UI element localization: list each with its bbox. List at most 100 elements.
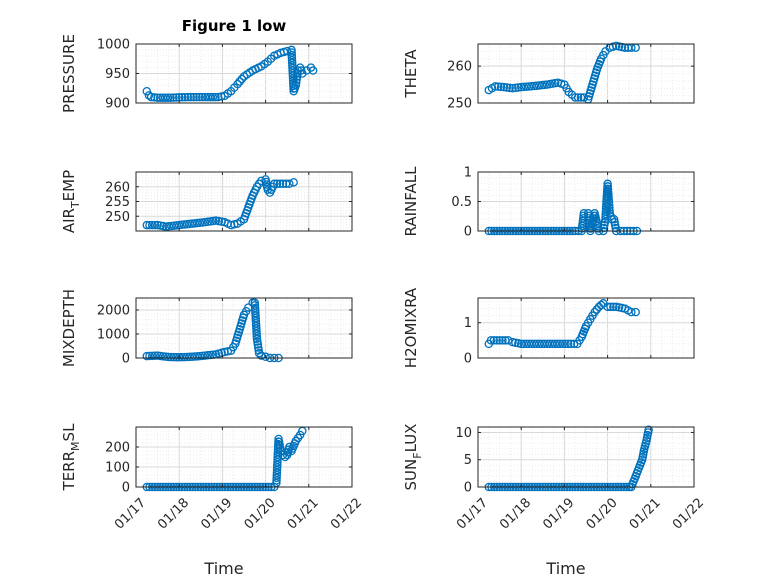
x-tick-label: 01/21 bbox=[627, 495, 664, 532]
data-point bbox=[606, 302, 615, 312]
data-point bbox=[505, 83, 514, 93]
data-point bbox=[198, 351, 207, 361]
data-point bbox=[145, 220, 154, 230]
data-point bbox=[169, 352, 179, 362]
data-point bbox=[195, 92, 204, 102]
data-point bbox=[493, 82, 503, 91]
axes-box bbox=[477, 43, 695, 104]
data-point bbox=[492, 336, 501, 345]
data-point bbox=[150, 93, 159, 102]
y-tick-label: 0 bbox=[464, 225, 472, 240]
data-point bbox=[211, 92, 220, 102]
y-tick-label: 10 bbox=[455, 426, 472, 441]
data-point bbox=[278, 179, 288, 189]
data-point bbox=[183, 92, 193, 102]
data-point bbox=[611, 223, 620, 233]
data-point bbox=[237, 74, 247, 84]
data-point bbox=[185, 219, 194, 229]
data-point bbox=[553, 339, 562, 349]
data-point bbox=[610, 220, 620, 230]
data-point bbox=[252, 329, 261, 338]
data-point bbox=[272, 179, 282, 189]
data-point bbox=[502, 83, 512, 92]
data-point bbox=[254, 346, 263, 355]
x-tick-label: 01/17 bbox=[454, 495, 491, 532]
data-point bbox=[603, 182, 613, 191]
data-point bbox=[142, 351, 152, 361]
x-axis-label: Time bbox=[545, 559, 585, 578]
data-point bbox=[628, 480, 637, 489]
data-point bbox=[556, 79, 566, 88]
x-tick-label: 01/19 bbox=[198, 495, 235, 532]
data-point bbox=[496, 82, 506, 92]
data-point bbox=[275, 443, 285, 453]
data-point bbox=[292, 78, 301, 87]
data-point bbox=[186, 92, 195, 102]
y-tick-label: 260 bbox=[447, 60, 472, 75]
y-tick-label: 0 bbox=[122, 352, 130, 367]
data-point bbox=[161, 352, 170, 361]
data-point bbox=[189, 92, 198, 102]
data-point bbox=[254, 343, 263, 352]
data-point bbox=[501, 336, 510, 345]
data-point bbox=[217, 348, 226, 358]
data-point bbox=[562, 84, 571, 93]
y-axis-label: RAINFALL bbox=[402, 166, 420, 237]
data-point bbox=[274, 437, 284, 447]
x-axis-label: Time bbox=[203, 559, 243, 578]
x-tick-label: 01/17 bbox=[112, 495, 149, 532]
x-tick-label: 01/21 bbox=[285, 495, 322, 532]
data-point bbox=[230, 83, 239, 92]
data-point bbox=[145, 351, 154, 361]
data-point bbox=[192, 92, 201, 102]
data-point bbox=[252, 326, 261, 336]
data-point bbox=[223, 89, 233, 98]
data-point bbox=[180, 92, 190, 102]
y-tick-label: 200 bbox=[105, 441, 130, 456]
x-tick-label: 01/18 bbox=[497, 495, 534, 532]
data-point bbox=[235, 77, 244, 86]
data-point bbox=[254, 63, 263, 73]
data-point bbox=[587, 83, 596, 92]
y-tick-label: 2000 bbox=[97, 304, 130, 319]
subplot-sunflux: 0 5 10 01/17 01/18 01/19 01/20 01/21 01/22 SUNFLU… bbox=[402, 424, 707, 578]
data-point bbox=[166, 352, 176, 362]
y-axis-label: TERRMSL bbox=[60, 423, 82, 492]
data-point bbox=[172, 221, 181, 230]
data-point bbox=[241, 306, 251, 316]
data-point bbox=[292, 75, 301, 84]
data-point bbox=[487, 84, 497, 93]
data-point bbox=[503, 336, 513, 345]
y-axis-label: THETA bbox=[402, 49, 420, 99]
data-point bbox=[508, 84, 517, 93]
y-tick-label: 250 bbox=[105, 210, 130, 225]
data-point bbox=[599, 50, 608, 60]
data-point bbox=[257, 351, 266, 360]
y-tick-label: 1 bbox=[464, 166, 472, 181]
data-point bbox=[566, 339, 576, 349]
data-point bbox=[550, 339, 560, 349]
data-point bbox=[511, 83, 520, 93]
y-tick-label: 900 bbox=[105, 97, 130, 112]
axes-box bbox=[477, 297, 695, 359]
data-point bbox=[605, 203, 614, 213]
axes-box bbox=[135, 297, 353, 359]
y-tick-label: 255 bbox=[105, 195, 130, 210]
data-point bbox=[632, 469, 642, 478]
data-point bbox=[522, 339, 531, 349]
data-point bbox=[495, 336, 504, 345]
data-point bbox=[275, 179, 285, 189]
data-point bbox=[147, 351, 157, 361]
y-tick-label: 100 bbox=[105, 461, 130, 476]
data-point bbox=[142, 220, 152, 230]
data-point bbox=[606, 211, 616, 221]
data-point bbox=[540, 80, 549, 90]
data-point bbox=[285, 179, 294, 189]
subplot-mixdepth: 0 1000 2000 MIXDEPTH bbox=[60, 289, 353, 367]
data-point bbox=[486, 336, 496, 345]
data-point bbox=[197, 92, 207, 102]
data-point bbox=[605, 206, 614, 215]
data-point bbox=[643, 428, 653, 437]
data-point bbox=[146, 92, 156, 102]
y-tick-label: 0 bbox=[464, 481, 472, 496]
